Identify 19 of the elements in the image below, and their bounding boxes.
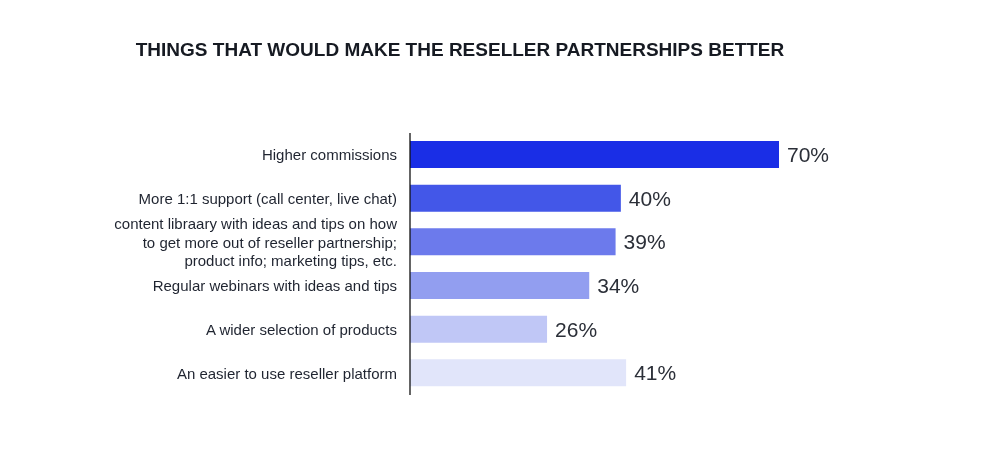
y-tick-label: A wider selection of products — [206, 321, 397, 338]
bar — [410, 315, 548, 343]
chart-title: THINGS THAT WOULD MAKE THE RESELLER PARTNERSHIPS BETTER — [134, 39, 786, 61]
bar — [410, 272, 590, 299]
data-label: 41% — [634, 361, 677, 385]
data-label: 39% — [623, 230, 666, 254]
data-label: 34% — [597, 273, 640, 297]
bar — [410, 184, 621, 212]
bar — [410, 141, 779, 168]
y-tick-label: Regular webinars with ideas and tips — [152, 277, 397, 295]
data-label: 70% — [787, 142, 830, 166]
y-tick-label: Higher commissions — [261, 146, 397, 164]
y-tick-label: content libraary with ideas and tips on how to get more out of reseller partnership; product info; marketing tips, etc. — [114, 215, 398, 270]
data-label: 26% — [555, 317, 598, 341]
y-tick-label: An easier to use reseller platform — [176, 364, 397, 382]
y-tick-label: More 1:1 support (call center, live chat) — [138, 190, 397, 207]
bar — [410, 228, 616, 256]
bar — [410, 359, 627, 387]
data-label: 40% — [628, 186, 671, 210]
